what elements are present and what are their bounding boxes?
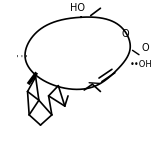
Text: ••OH: ••OH <box>130 60 152 69</box>
Text: O: O <box>141 43 149 53</box>
Text: O: O <box>122 29 129 39</box>
Text: HO: HO <box>70 3 85 13</box>
Text: ''': ''' <box>15 55 29 64</box>
